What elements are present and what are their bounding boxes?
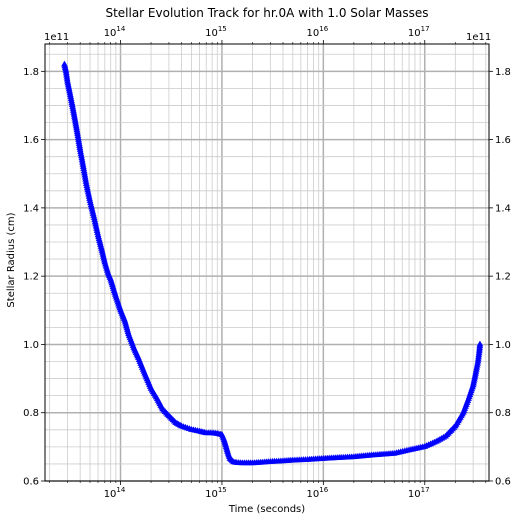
y-offset-right: 1e11 bbox=[466, 32, 491, 43]
x-tick-label: 1014 bbox=[104, 486, 126, 500]
x-tick-label-top: 1017 bbox=[408, 25, 430, 39]
y-tick-label-right: 1.0 bbox=[495, 340, 511, 351]
y-tick-label: 1.8 bbox=[23, 67, 39, 78]
y-axis-label: Stellar Radius (cm) bbox=[6, 212, 17, 307]
y-tick-label-right: 1.8 bbox=[495, 67, 511, 78]
y-tick-label: 1.4 bbox=[23, 203, 39, 214]
x-tick-label: 1015 bbox=[205, 486, 227, 500]
x-tick-label-top: 1016 bbox=[307, 25, 329, 39]
x-axis-label: Time (seconds) bbox=[228, 504, 305, 515]
y-tick-label-right: 0.8 bbox=[495, 408, 511, 419]
y-tick-label-right: 1.6 bbox=[495, 135, 511, 146]
x-tick-label: 1017 bbox=[408, 486, 430, 500]
y-tick-label: 1.2 bbox=[23, 272, 39, 283]
y-tick-label-right: 1.2 bbox=[495, 272, 511, 283]
plot-frame bbox=[44, 43, 490, 482]
y-tick-label: 1.0 bbox=[23, 340, 39, 351]
x-tick-label-top: 1014 bbox=[104, 25, 126, 39]
x-tick-label: 1016 bbox=[307, 486, 329, 500]
y-tick-label: 1.6 bbox=[23, 135, 39, 146]
data-point-marker bbox=[476, 340, 484, 347]
grid-layer bbox=[45, 44, 489, 482]
x-tick-label-top: 1015 bbox=[205, 25, 227, 39]
y-tick-label-right: 0.6 bbox=[495, 477, 511, 488]
y-tick-label: 0.8 bbox=[23, 408, 39, 419]
y-offset-left: 1e11 bbox=[44, 32, 69, 43]
y-tick-label: 0.6 bbox=[23, 477, 39, 488]
chart-title: Stellar Evolution Track for hr.0A with 1… bbox=[105, 6, 428, 20]
y-tick-label-right: 1.4 bbox=[495, 203, 511, 214]
marks-layer bbox=[61, 60, 484, 466]
axes-layer: 1014 1014 1015 1015 1016 1016 1017 1017 0.6 0.6 0.… bbox=[23, 25, 511, 500]
